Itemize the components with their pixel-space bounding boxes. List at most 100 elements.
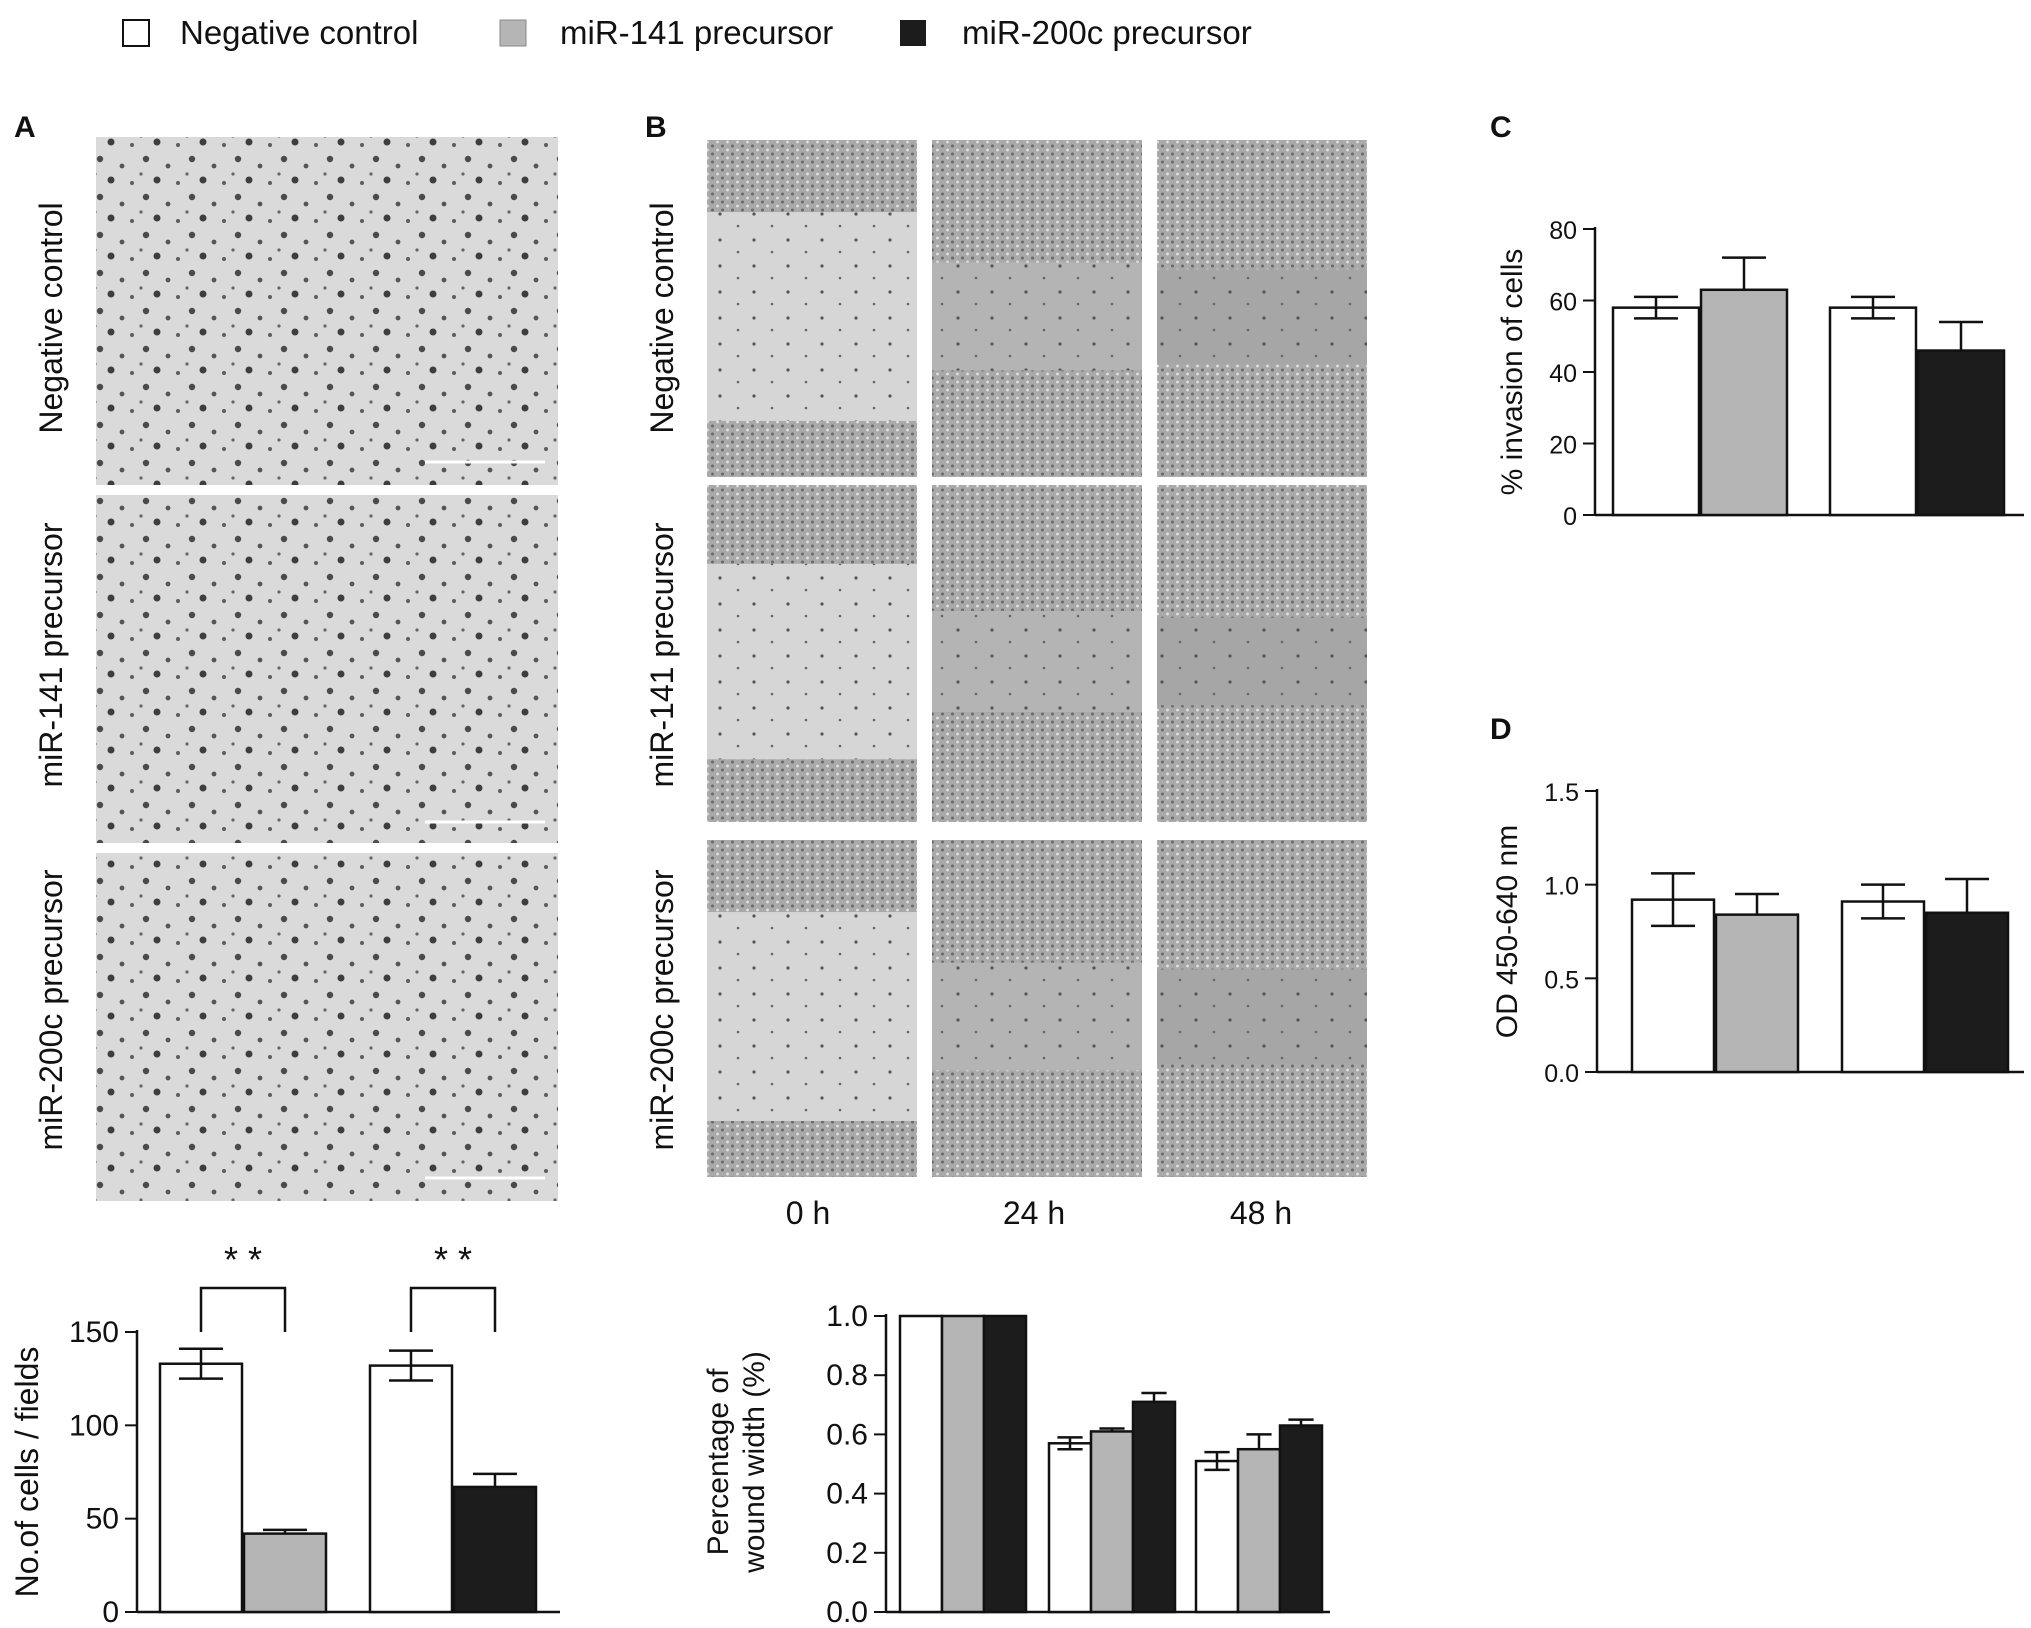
legend-label-negative: Negative control	[180, 14, 418, 51]
y-tick-label: 0.4	[826, 1478, 868, 1511]
legend: Negative control miR-141 precursor miR-2…	[122, 14, 1252, 51]
y-tick-label: 0	[102, 1596, 119, 1628]
wound-gap-cells	[932, 262, 1142, 371]
y-tick-label: 40	[1549, 360, 1577, 388]
error-bar	[1939, 320, 1983, 351]
error-bar	[1722, 256, 1766, 290]
y-tick-label: 20	[1549, 432, 1577, 460]
error-bar	[1945, 877, 1989, 913]
error-bar	[1246, 1433, 1272, 1450]
bar-negative-control	[898, 1314, 944, 1614]
y-axis-label: OD 450-640 nm	[1491, 825, 1524, 1038]
y-tick-label: 0.5	[1544, 966, 1579, 994]
legend-swatch-negative	[122, 19, 150, 47]
bar-mir-141-precursor	[1236, 1447, 1282, 1614]
error-bar	[179, 1347, 223, 1380]
error-bar	[1735, 892, 1779, 915]
error-bar	[1099, 1427, 1125, 1432]
panel-b-col-label-24h: 24 h	[1003, 1195, 1065, 1231]
charts: 0 50 100 150 No.of cells / fields * * * * 0.0 0.…	[9, 217, 2024, 1628]
panel-a-row-label-2: miR-141 precursor	[33, 522, 69, 787]
y-tick-label: 0.8	[826, 1359, 868, 1392]
legend-swatch-mir200c	[900, 20, 926, 46]
y-axis-label: Percentage of wound width (%)	[702, 1351, 771, 1574]
bar-negative-control	[368, 1364, 454, 1614]
wound-micrograph	[1157, 485, 1367, 822]
bar-mir-200c-precursor	[1131, 1400, 1177, 1614]
panel-a-micrograph-negative	[96, 137, 558, 485]
y-tick-label: 1.5	[1544, 779, 1579, 807]
error-bar	[1851, 295, 1895, 320]
y-tick-label: 1.0	[1544, 873, 1579, 901]
legend-item-mir200c: miR-200c precursor	[900, 14, 1252, 51]
wound-gap-cells	[707, 212, 917, 421]
wound-gap-cells	[707, 563, 917, 760]
bar-mir-200c-precursor	[982, 1314, 1028, 1614]
panel-b-row-label-2: miR-141 precursor	[644, 522, 680, 787]
wound-gap-cells	[932, 962, 1142, 1071]
y-tick-label: 150	[69, 1316, 119, 1349]
bar-mir-200c-precursor	[452, 1485, 538, 1614]
panel-b-row-label-3: miR-200c precursor	[644, 869, 680, 1150]
error-bar	[1651, 872, 1695, 928]
bar-negative-control	[1047, 1442, 1093, 1614]
y-axis-label-line: wound width (%)	[738, 1351, 771, 1574]
panel-a-micrograph-mir200c	[96, 853, 558, 1201]
bar-negative-control	[1840, 900, 1926, 1074]
wound-micrograph	[932, 840, 1142, 1177]
y-tick-label: 0	[1563, 503, 1577, 531]
panel-b-letter: B	[645, 111, 667, 144]
bar-negative-control	[1828, 306, 1918, 517]
error-bar	[1141, 1391, 1167, 1402]
panel-b-col-label-48h: 48 h	[1230, 1195, 1292, 1231]
bar-mir-200c-precursor	[1924, 911, 2010, 1074]
y-tick-label: 60	[1549, 289, 1577, 317]
y-axis-label: % invasion of cells	[1496, 249, 1529, 496]
bar-negative-control	[1611, 306, 1701, 517]
y-axis-label-line: Percentage of	[702, 1368, 735, 1555]
bar-mir-141-precursor	[242, 1532, 328, 1614]
bar-negative-control	[1194, 1459, 1240, 1614]
error-bar	[389, 1349, 433, 1382]
panel-a-letter: A	[14, 111, 36, 144]
wound-gap-cells	[1157, 617, 1367, 706]
bar-mir-200c-precursor	[1278, 1424, 1324, 1614]
wound-gap-cells	[1157, 269, 1367, 364]
error-bar	[1288, 1418, 1314, 1426]
legend-swatch-mir141	[499, 19, 527, 47]
error-bar	[1204, 1450, 1230, 1472]
panel-b-row-label-1: Negative control	[644, 202, 680, 433]
wound-gap-cells	[932, 610, 1142, 713]
y-tick-label: 80	[1549, 217, 1577, 245]
error-bar	[473, 1472, 517, 1487]
y-tick-label: 0.6	[826, 1418, 868, 1451]
y-tick-label: 0.2	[826, 1537, 868, 1570]
bar-mir-141-precursor	[1699, 288, 1789, 517]
panel-c-letter: C	[1490, 111, 1512, 144]
chart-D: 0.0 0.5 1.0 1.5 OD 450-640 nm	[1491, 779, 2024, 1088]
y-tick-label: 100	[69, 1409, 119, 1442]
y-tick-label: 50	[86, 1503, 119, 1536]
chart-A-bottom: 0 50 100 150 No.of cells / fields * * * *	[9, 1239, 560, 1628]
wound-micrograph	[932, 485, 1142, 822]
bar-negative-control	[158, 1362, 244, 1614]
panel-a: A Negative control miR-141 precursor miR…	[14, 111, 558, 1201]
wound-micrograph	[707, 840, 917, 1177]
significance-bracket	[199, 1286, 287, 1332]
bar-mir-141-precursor	[1714, 913, 1800, 1074]
significance-label: * *	[434, 1239, 472, 1280]
panel-a-micrograph-mir141	[96, 495, 558, 843]
bar-mir-200c-precursor	[1916, 349, 2006, 517]
error-bar	[1057, 1436, 1083, 1451]
significance-label: * *	[224, 1239, 262, 1280]
chart-C: 0 20 40 60 80 % invasion of cells	[1496, 217, 2024, 531]
wound-micrograph	[707, 140, 917, 477]
wound-micrograph	[932, 140, 1142, 477]
error-bar	[1861, 883, 1905, 920]
y-axis-label: No.of cells / fields	[9, 1347, 45, 1598]
panel-a-row-label-3: miR-200c precursor	[33, 869, 69, 1150]
significance-bracket	[409, 1286, 497, 1332]
y-tick-label: 0.0	[826, 1596, 868, 1628]
y-tick-label: 1.0	[826, 1300, 868, 1333]
